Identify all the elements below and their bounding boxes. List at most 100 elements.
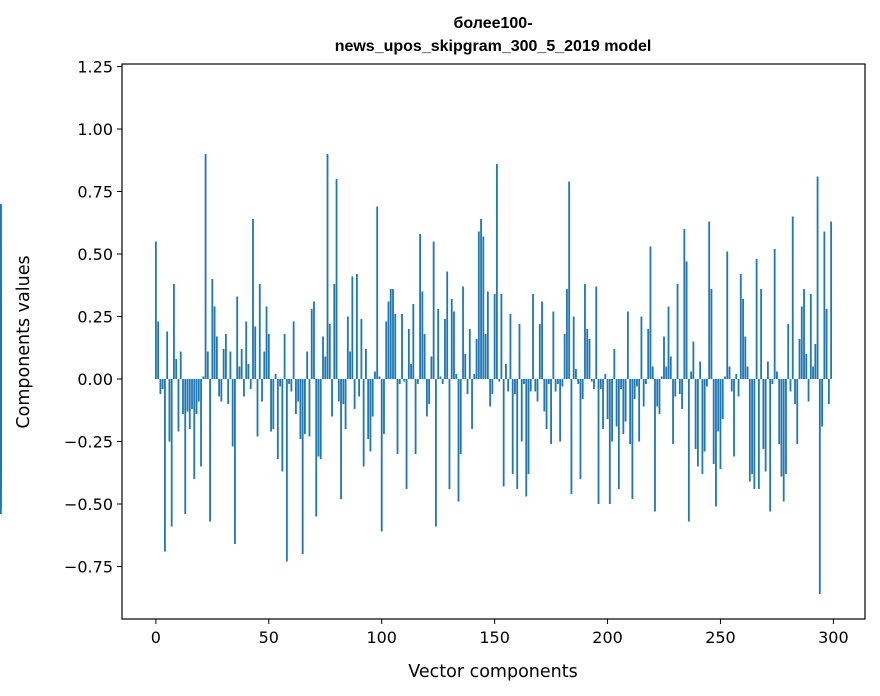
bar-181 <box>563 334 566 379</box>
bar-39 <box>243 379 245 397</box>
bar-146 <box>484 334 487 379</box>
bar-14 <box>186 379 189 412</box>
bar-106 <box>394 314 397 379</box>
y-tick-label: 0.00 <box>77 370 113 389</box>
bar-78 <box>331 379 333 417</box>
plot-frame <box>121 63 866 620</box>
bar-236 <box>687 379 690 522</box>
bar-215 <box>640 316 643 379</box>
bar-167 <box>532 294 534 379</box>
bar-72 <box>317 379 320 457</box>
bar-299 <box>830 221 833 379</box>
bar-138 <box>466 379 469 394</box>
bar-71 <box>315 379 318 517</box>
bar-178 <box>556 379 559 384</box>
bar-290 <box>809 294 812 379</box>
x-tick-label: 100 <box>366 628 397 647</box>
bar-4 <box>164 379 166 552</box>
bar-230 <box>674 379 677 397</box>
bar-200 <box>606 379 609 419</box>
bar-206 <box>620 379 622 389</box>
bar-220 <box>651 366 654 379</box>
bar-5 <box>166 331 169 379</box>
bar-229 <box>672 379 674 444</box>
bar-56 <box>281 379 284 472</box>
bar-194 <box>593 379 595 389</box>
bar-51 <box>270 379 272 432</box>
bar-116 <box>416 379 419 384</box>
bar-144 <box>480 219 482 379</box>
bar-52 <box>272 379 275 429</box>
bar-251 <box>721 379 724 419</box>
x-tick-label: 300 <box>818 628 849 647</box>
bar-202 <box>611 379 613 442</box>
bar-298 <box>827 379 830 404</box>
bar-22 <box>204 154 207 379</box>
bar-151 <box>495 164 498 379</box>
bar-104 <box>389 289 392 379</box>
bar-73 <box>319 379 322 459</box>
bar-184 <box>570 379 573 494</box>
bar-65 <box>301 379 304 554</box>
bar-98 <box>376 206 379 379</box>
bar-272 <box>769 379 772 512</box>
bar-255 <box>730 379 733 392</box>
y-tick-label: −0.25 <box>64 433 113 452</box>
bar-248 <box>715 379 717 507</box>
bar-120 <box>425 379 428 417</box>
bar-94 <box>367 379 370 439</box>
bar-216 <box>642 379 645 407</box>
bar-233 <box>681 379 683 409</box>
bar-285 <box>798 339 801 379</box>
bar-143 <box>477 231 480 379</box>
bar-99 <box>378 376 381 379</box>
bar-242 <box>701 379 704 474</box>
bar-279 <box>785 379 787 474</box>
bar-288 <box>805 354 808 379</box>
bar-12 <box>182 379 184 414</box>
bar-7 <box>170 379 173 527</box>
bar-80 <box>335 179 338 379</box>
bar-19 <box>197 379 200 402</box>
bar-193 <box>590 379 593 382</box>
bar-122 <box>430 356 433 379</box>
x-axis-label: Vector components <box>408 662 577 682</box>
bar-246 <box>710 289 713 379</box>
bar-55 <box>279 379 281 387</box>
bar-124 <box>435 379 437 527</box>
y-axis-ticks: −0.75 −0.50 −0.25 0.00 0.25 0.50 0.75 1.00 1.25 <box>64 58 122 577</box>
bar-270 <box>764 379 767 472</box>
bar-67 <box>306 351 309 379</box>
bar-44 <box>254 326 257 379</box>
bar-222 <box>656 379 659 407</box>
bar-112 <box>407 329 410 379</box>
bar-232 <box>678 379 681 394</box>
bar-174 <box>547 379 550 384</box>
bar-223 <box>658 379 661 414</box>
bar-82 <box>340 379 342 499</box>
x-tick-label: 200 <box>592 628 623 647</box>
bar-262 <box>746 366 749 379</box>
bar-140 <box>471 379 473 429</box>
bar-0 <box>154 241 157 379</box>
bar-177 <box>554 379 557 392</box>
bar-133 <box>455 374 458 379</box>
bar-69 <box>310 309 313 379</box>
bar-63 <box>297 379 300 402</box>
bar-163 <box>523 379 525 384</box>
bar-21 <box>202 376 205 379</box>
bar-83 <box>342 379 345 404</box>
bar-141 <box>473 374 476 379</box>
bar-97 <box>374 371 376 379</box>
bar-183 <box>568 181 571 379</box>
bar-244 <box>706 379 708 387</box>
bar-175 <box>550 379 552 444</box>
bar-1 <box>157 321 160 379</box>
bar-273 <box>771 379 774 384</box>
bar-86 <box>349 351 351 379</box>
bar-59 <box>288 379 291 384</box>
bar-89 <box>355 274 358 379</box>
bar-162 <box>520 379 523 442</box>
bar-136 <box>462 286 464 379</box>
bar-176 <box>552 311 555 379</box>
